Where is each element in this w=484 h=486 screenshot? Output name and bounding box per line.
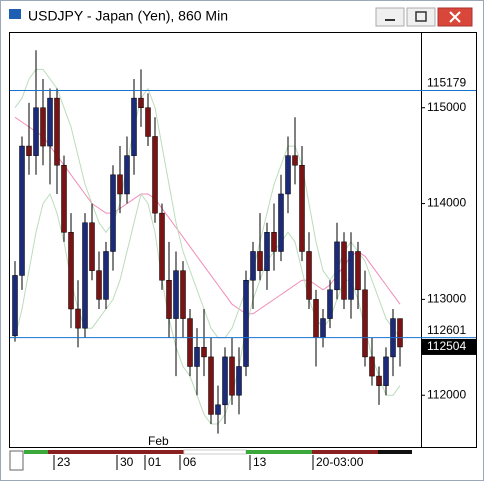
session-strip — [378, 450, 412, 454]
session-strip — [246, 450, 312, 454]
session-strip — [48, 450, 114, 454]
session-strip — [114, 450, 184, 454]
candle-body — [355, 251, 361, 291]
y-tick-label: 112000 — [427, 387, 466, 401]
candle-body — [243, 279, 249, 367]
candle-body — [236, 366, 242, 396]
plot-area — [9, 32, 422, 448]
candle-body — [222, 356, 228, 406]
candle-body — [362, 289, 368, 358]
candle-body — [327, 289, 333, 319]
candle-body — [96, 270, 102, 300]
candle-body — [47, 97, 53, 147]
candle-body — [250, 251, 256, 281]
candle-body — [103, 251, 109, 300]
x-tick-label: 30 — [120, 455, 134, 469]
candle-body — [12, 275, 18, 337]
minimize-button[interactable] — [375, 7, 405, 27]
window-title: USDJPY - Japan (Yen), 860 Min — [28, 8, 228, 24]
x-tick-label: 13 — [253, 455, 267, 469]
candle-body — [341, 241, 347, 300]
month-label: Feb — [148, 434, 169, 448]
session-strip — [312, 450, 378, 454]
candle-body — [229, 356, 235, 396]
candle-body — [54, 97, 60, 166]
price-line-label: 115179 — [427, 76, 466, 90]
candle-body — [26, 145, 32, 156]
candle-body — [257, 251, 263, 271]
candle-body — [369, 356, 375, 377]
candle-body — [194, 347, 200, 367]
candle-body — [376, 375, 382, 386]
session-strip — [183, 449, 247, 455]
candle-body — [292, 155, 298, 166]
candle-body — [166, 279, 172, 319]
candle-body — [117, 174, 123, 195]
candle-body — [173, 270, 179, 319]
last-price-box — [422, 338, 476, 355]
session-strip — [24, 450, 48, 454]
price-line-label: 112601 — [427, 323, 466, 337]
candle-body — [131, 97, 137, 156]
candle-body — [271, 232, 277, 252]
y-tick-label: 114000 — [427, 196, 466, 210]
candle-body — [215, 404, 221, 415]
candle-body — [334, 241, 340, 291]
y-tick-label: 115000 — [427, 100, 466, 114]
candle-body — [299, 164, 305, 252]
candle-body — [285, 155, 291, 195]
candle-body — [145, 107, 151, 137]
maximize-button[interactable] — [406, 7, 436, 27]
candle-body — [320, 318, 326, 338]
candle-body — [201, 347, 207, 358]
candle-body — [397, 318, 403, 348]
y-tick-label: 113000 — [427, 292, 466, 306]
candle-body — [264, 232, 270, 271]
candle-body — [138, 97, 144, 108]
candle-body — [208, 356, 214, 415]
x-tick-label: 23 — [57, 455, 71, 469]
candle-body — [68, 232, 74, 310]
scroll-box[interactable] — [9, 450, 24, 471]
x-tick-label: 01 — [148, 455, 162, 469]
app-icon — [9, 9, 21, 19]
price-axis — [421, 32, 477, 448]
last-price-label: 112504 — [427, 339, 466, 353]
x-tick-label: 20-03:00 — [316, 455, 364, 469]
candle-body — [348, 251, 354, 300]
candle-body — [159, 212, 165, 281]
candle-body — [40, 107, 46, 147]
x-tick-label: 06 — [183, 455, 197, 469]
candle-body — [278, 193, 284, 252]
candle-body — [19, 145, 25, 276]
candle-body — [383, 356, 389, 386]
candle-body — [306, 251, 312, 300]
candle-body — [187, 318, 193, 367]
candle-body — [110, 174, 116, 252]
candle-body — [124, 155, 130, 195]
candle-body — [33, 107, 39, 156]
candle-body — [61, 164, 67, 233]
candle-body — [82, 222, 88, 329]
candle-body — [180, 270, 186, 319]
close-button[interactable] — [437, 7, 473, 27]
candle-body — [75, 308, 81, 329]
candle-body — [89, 222, 95, 271]
candle-body — [152, 136, 158, 214]
candle-body — [313, 299, 319, 338]
